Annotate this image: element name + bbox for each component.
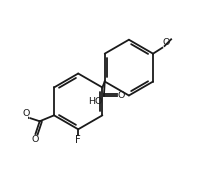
Text: O: O bbox=[163, 38, 170, 47]
Text: HO: HO bbox=[88, 97, 103, 106]
Text: O: O bbox=[118, 91, 125, 100]
Text: O: O bbox=[32, 135, 39, 144]
Text: F: F bbox=[75, 135, 81, 145]
Text: O: O bbox=[23, 108, 30, 118]
